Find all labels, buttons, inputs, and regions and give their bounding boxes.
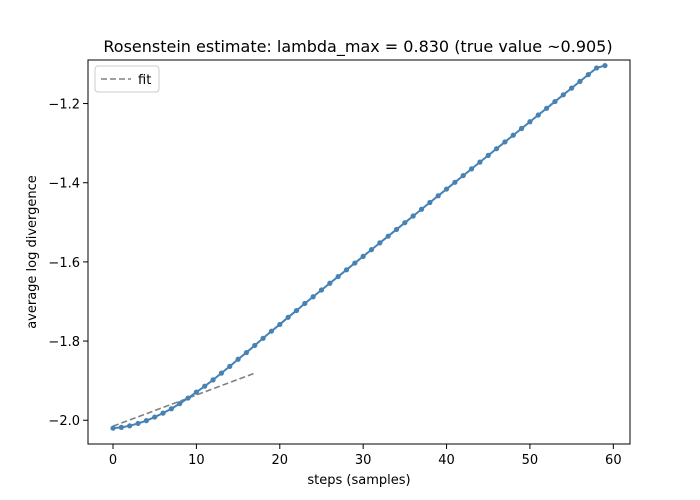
legend: fit xyxy=(94,65,160,93)
data-point xyxy=(260,335,266,341)
data-point xyxy=(327,280,333,286)
data-point xyxy=(160,410,166,416)
plot-frame xyxy=(87,59,631,445)
data-point xyxy=(318,287,325,293)
data-point xyxy=(168,406,174,412)
data-point xyxy=(435,193,441,199)
data-point xyxy=(135,420,141,427)
data-point xyxy=(343,267,350,273)
data-point xyxy=(385,233,391,239)
data-point xyxy=(310,294,316,300)
legend-label-fit: fit xyxy=(138,73,151,88)
data-point xyxy=(377,240,383,246)
data-point xyxy=(552,98,558,105)
data-point xyxy=(485,152,491,159)
x-tick-label: 20 xyxy=(272,453,289,468)
y-tick-label: −2.0 xyxy=(48,414,80,429)
data-point xyxy=(110,425,116,431)
data-point xyxy=(535,112,541,118)
data-point xyxy=(177,401,183,407)
x-axis-ticks: 0 10 20 30 40 50 60 xyxy=(109,444,622,468)
data-point xyxy=(527,119,533,125)
data-point xyxy=(368,247,375,253)
data-point xyxy=(335,273,341,280)
y-tick-label: −1.2 xyxy=(48,98,80,113)
data-point xyxy=(560,92,566,98)
x-tick-label: 50 xyxy=(522,453,539,468)
data-point xyxy=(243,349,250,356)
data-point xyxy=(602,62,608,69)
data-point xyxy=(143,418,149,424)
data-point xyxy=(235,356,241,362)
y-tick-label: −1.8 xyxy=(48,335,80,350)
data-point xyxy=(594,65,600,71)
data-point xyxy=(352,260,358,266)
data-point xyxy=(418,206,425,212)
data-point xyxy=(493,146,500,152)
x-tick-label: 30 xyxy=(355,453,372,468)
data-point xyxy=(127,423,133,429)
data-point xyxy=(477,159,483,165)
data-point xyxy=(302,300,308,307)
data-point xyxy=(519,125,525,132)
data-point xyxy=(210,377,216,383)
data-point xyxy=(410,213,416,219)
data-point xyxy=(218,370,225,376)
x-tick-label: 10 xyxy=(188,453,205,468)
chart-title: Rosenstein estimate: lambda_max = 0.830 … xyxy=(103,37,612,57)
data-point xyxy=(185,395,191,401)
data-point xyxy=(460,172,466,179)
data-point xyxy=(268,328,275,334)
data-point xyxy=(402,220,408,226)
data-point xyxy=(202,383,208,389)
data-point xyxy=(569,85,575,91)
data-point xyxy=(443,186,450,192)
y-tick-label: −1.6 xyxy=(48,256,80,271)
data-point xyxy=(193,389,199,395)
data-point xyxy=(252,342,258,349)
data-point xyxy=(293,307,300,314)
y-tick-label: −1.4 xyxy=(48,177,80,192)
y-axis-label: average log divergence xyxy=(25,175,40,329)
data-point xyxy=(118,424,124,430)
data-point xyxy=(502,139,508,145)
data-point xyxy=(360,253,366,259)
data-point xyxy=(544,105,550,111)
data-point xyxy=(393,226,400,233)
x-tick-label: 0 xyxy=(109,453,117,468)
x-tick-label: 60 xyxy=(605,453,622,468)
x-tick-label: 40 xyxy=(438,453,455,468)
data-point xyxy=(152,414,158,420)
data-point xyxy=(510,132,516,138)
data-point xyxy=(277,321,283,328)
data-point xyxy=(577,78,583,84)
data-point xyxy=(285,314,291,320)
data-point xyxy=(227,363,233,370)
data-point xyxy=(427,199,433,206)
data-point xyxy=(468,166,475,172)
data-point xyxy=(585,72,591,78)
legend-box xyxy=(94,65,160,93)
data-point xyxy=(452,179,458,185)
y-axis-ticks: −2.0 −1.8 −1.6 −1.4 −1.2 xyxy=(48,98,88,429)
data-series xyxy=(110,62,608,431)
x-axis-label: steps (samples) xyxy=(307,473,410,488)
